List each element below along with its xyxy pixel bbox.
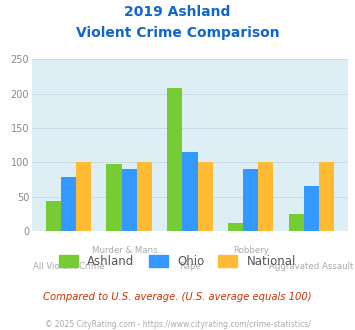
Text: Murder & Mans...: Murder & Mans... (92, 247, 166, 255)
Bar (243, 169, 258, 231)
Text: Violent Crime Comparison: Violent Crime Comparison (76, 26, 279, 40)
Text: Aggravated Assault: Aggravated Assault (269, 262, 354, 271)
Bar (319, 162, 334, 231)
Bar (228, 223, 243, 231)
Bar (61, 178, 76, 231)
Bar (137, 162, 152, 231)
Bar (304, 186, 319, 231)
Bar (258, 162, 273, 231)
Bar (182, 152, 197, 231)
Bar (289, 214, 304, 231)
Text: All Violent Crime: All Violent Crime (33, 262, 104, 271)
Text: Compared to U.S. average. (U.S. average equals 100): Compared to U.S. average. (U.S. average … (43, 292, 312, 302)
Text: 2019 Ashland: 2019 Ashland (124, 5, 231, 19)
Bar (106, 164, 121, 231)
Legend: Ashland, Ohio, National: Ashland, Ohio, National (59, 255, 296, 268)
Text: Robbery: Robbery (233, 247, 269, 255)
Text: Rape: Rape (179, 262, 201, 271)
Bar (46, 202, 61, 231)
Text: © 2025 CityRating.com - https://www.cityrating.com/crime-statistics/: © 2025 CityRating.com - https://www.city… (45, 320, 310, 329)
Bar (121, 169, 137, 231)
Bar (76, 162, 91, 231)
Bar (197, 162, 213, 231)
Bar (167, 88, 182, 231)
